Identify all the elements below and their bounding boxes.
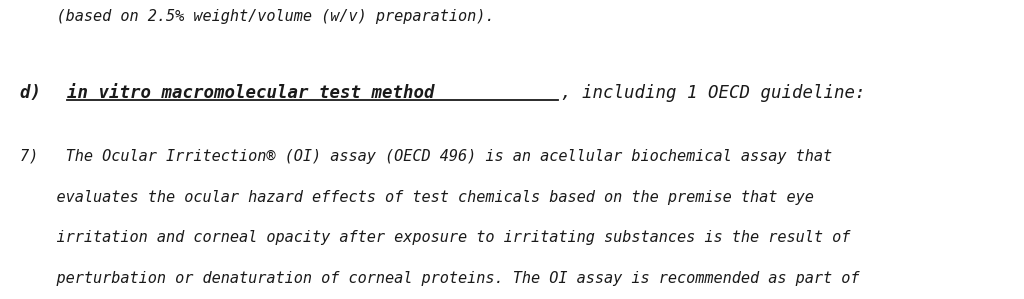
Text: (based on 2.5% weight/volume (w/v) preparation).: (based on 2.5% weight/volume (w/v) prepa… [20,9,495,24]
Text: d): d) [20,84,52,102]
Text: perturbation or denaturation of corneal proteins. The OI assay is recommended as: perturbation or denaturation of corneal … [20,271,860,286]
Text: evaluates the ocular hazard effects of test chemicals based on the premise that : evaluates the ocular hazard effects of t… [20,190,814,205]
Text: irritation and corneal opacity after exposure to irritating substances is the re: irritation and corneal opacity after exp… [20,230,851,245]
Text: 7)   The Ocular Irritection® (OI) assay (OECD 496) is an acellular biochemical a: 7) The Ocular Irritection® (OI) assay (O… [20,150,833,164]
Text: in vitro macromolecular test method: in vitro macromolecular test method [67,84,434,102]
Text: , including 1 OECD guideline:: , including 1 OECD guideline: [561,84,865,102]
